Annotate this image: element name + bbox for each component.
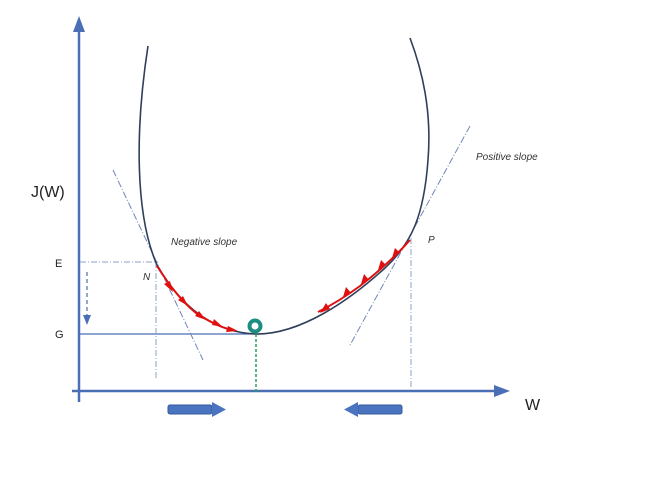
step-arrowhead-icon	[320, 303, 330, 313]
y-axis	[73, 16, 85, 402]
negative-slope-label: Negative slope	[171, 237, 238, 248]
x-axis	[72, 385, 510, 397]
block-arrow-icon	[344, 402, 358, 417]
right-direction-arrow	[167, 402, 226, 417]
minimum-ring-icon	[247, 318, 263, 334]
x-axis-label: W	[525, 397, 541, 414]
block-arrow-icon	[212, 402, 226, 417]
step-arrowhead-icon	[195, 311, 206, 320]
step-arrowhead-icon	[343, 287, 351, 297]
left-descent-path	[156, 265, 233, 331]
step-arrowhead-icon	[361, 274, 369, 284]
g-tick-label: G	[55, 329, 64, 341]
step-arrowhead-icon	[226, 326, 238, 332]
e-tick-label: E	[55, 258, 62, 270]
y-axis-label: J(W)	[31, 184, 65, 201]
step-arrowhead-icon	[212, 319, 223, 327]
n-point-label: N	[143, 272, 151, 283]
p-point-label: P	[428, 235, 435, 246]
cost-curve	[138, 37, 430, 335]
left-direction-arrow	[344, 402, 403, 417]
step-arrowhead-icon	[378, 260, 386, 270]
y-axis-arrowhead-icon	[73, 16, 85, 32]
step-arrowhead-icon	[392, 248, 400, 258]
negative-slope-tangent	[112, 169, 204, 361]
x-axis-arrowhead-icon	[494, 385, 510, 397]
positive-slope-label: Positive slope	[476, 152, 538, 163]
e-to-g-arrow	[83, 272, 91, 325]
e-to-g-arrowhead-icon	[83, 315, 91, 325]
step-arrowhead-icon	[164, 281, 173, 292]
step-arrowhead-icon	[178, 296, 188, 306]
left-descent-steps	[156, 265, 233, 331]
